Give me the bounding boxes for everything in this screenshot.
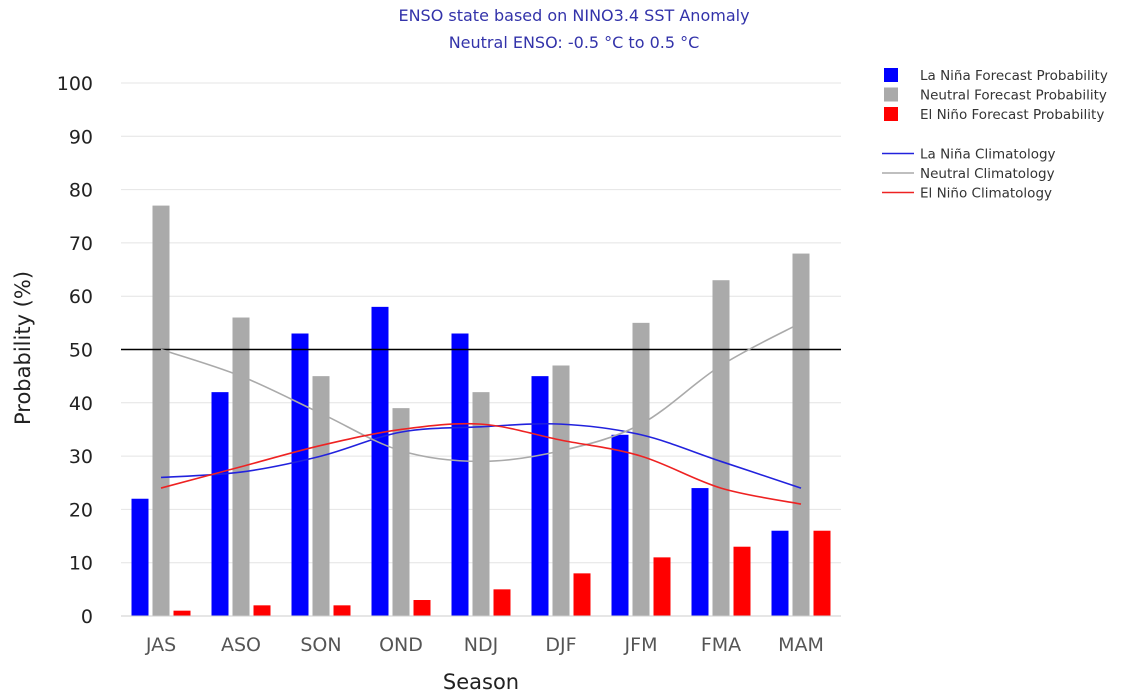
bar-neutral-forecast-probability-djf bbox=[552, 365, 570, 616]
y-tick-label: 80 bbox=[69, 180, 93, 202]
bar-la-nin-a-forecast-probability-aso bbox=[211, 392, 229, 616]
bar-el-nin-o-forecast-probability-aso bbox=[253, 605, 271, 616]
x-tick-label: OND bbox=[379, 634, 423, 656]
bar-la-nin-a-forecast-probability-ndj bbox=[451, 333, 469, 616]
y-axis-ticks: 0 10 20 30 40 50 60 70 80 90 100 bbox=[57, 73, 93, 628]
legend-entry: El Niño Climatology bbox=[920, 186, 1052, 202]
y-tick-label: 50 bbox=[69, 340, 93, 362]
legend-swatch bbox=[884, 87, 898, 102]
bar-el-nin-o-forecast-probability-jas bbox=[173, 610, 191, 616]
y-tick-label: 10 bbox=[69, 553, 93, 575]
bar-la-nin-a-forecast-probability-fma bbox=[691, 488, 709, 616]
x-tick-label: DJF bbox=[545, 634, 576, 656]
x-axis-label: Season bbox=[443, 670, 519, 694]
legend-entry: Neutral Climatology bbox=[920, 166, 1055, 182]
bar-el-nin-o-forecast-probability-fma bbox=[733, 546, 751, 616]
bar-el-nin-o-forecast-probability-djf bbox=[573, 573, 591, 616]
bar-neutral-forecast-probability-ndj bbox=[472, 392, 490, 616]
x-tick-label: NDJ bbox=[464, 634, 498, 656]
bar-neutral-forecast-probability-ond bbox=[392, 408, 410, 616]
legend-entry: Neutral Forecast Probability bbox=[920, 88, 1107, 104]
y-tick-label: 100 bbox=[57, 73, 93, 95]
y-tick-label: 30 bbox=[69, 446, 93, 468]
legend-entry: El Niño Forecast Probability bbox=[920, 107, 1104, 123]
bar-neutral-forecast-probability-jas bbox=[152, 205, 170, 616]
y-tick-label: 40 bbox=[69, 393, 93, 415]
legend-entry: La Niña Climatology bbox=[920, 147, 1056, 163]
y-tick-label: 0 bbox=[81, 606, 93, 628]
bar-el-nin-o-forecast-probability-son bbox=[333, 605, 351, 616]
bar-la-nin-a-forecast-probability-jfm bbox=[611, 434, 629, 616]
y-tick-label: 90 bbox=[69, 126, 93, 148]
chart-title: ENSO state based on NINO3.4 SST Anomaly bbox=[398, 6, 749, 25]
bar-la-nin-a-forecast-probability-jas bbox=[131, 498, 149, 616]
legend-entry: La Niña Forecast Probability bbox=[920, 68, 1108, 84]
y-tick-label: 70 bbox=[69, 233, 93, 255]
climatology-lines bbox=[160, 322, 802, 505]
bar-neutral-forecast-probability-son bbox=[312, 376, 330, 616]
legend-swatch bbox=[884, 107, 898, 121]
bar-la-nin-a-forecast-probability-mam bbox=[771, 530, 789, 616]
line-el-nin-o-climatology bbox=[160, 422, 802, 505]
x-tick-label: SON bbox=[300, 634, 341, 656]
bar-neutral-forecast-probability-mam bbox=[792, 253, 810, 616]
x-tick-label: MAM bbox=[778, 634, 824, 656]
bar-series bbox=[131, 205, 831, 616]
x-tick-label: FMA bbox=[701, 634, 741, 656]
y-tick-label: 60 bbox=[69, 286, 93, 308]
x-tick-label: ASO bbox=[221, 634, 261, 656]
line-neutral-climatology bbox=[160, 322, 802, 463]
bar-la-nin-a-forecast-probability-son bbox=[291, 333, 309, 616]
legend: La Niña Forecast Probability Neutral Fore… bbox=[882, 68, 1108, 202]
bar-el-nin-o-forecast-probability-jfm bbox=[653, 557, 671, 616]
bar-neutral-forecast-probability-jfm bbox=[632, 322, 650, 616]
bar-el-nin-o-forecast-probability-mam bbox=[813, 530, 831, 616]
bar-el-nin-o-forecast-probability-ond bbox=[413, 600, 431, 616]
x-axis-ticks: JAS ASO SON OND NDJ DJF JFM FMA MAM bbox=[145, 634, 824, 656]
line-la-nin-a-climatology bbox=[160, 422, 802, 489]
x-tick-label: JAS bbox=[145, 634, 176, 656]
legend-swatch bbox=[884, 68, 898, 82]
x-tick-label: JFM bbox=[624, 634, 658, 656]
bar-neutral-forecast-probability-fma bbox=[712, 280, 730, 616]
bar-la-nin-a-forecast-probability-djf bbox=[531, 376, 549, 616]
chart-subtitle: Neutral ENSO: -0.5 °C to 0.5 °C bbox=[449, 33, 700, 52]
y-tick-label: 20 bbox=[69, 499, 93, 521]
y-axis-label: Probability (%) bbox=[11, 271, 35, 425]
bar-el-nin-o-forecast-probability-ndj bbox=[493, 589, 511, 616]
bar-la-nin-a-forecast-probability-ond bbox=[371, 306, 389, 616]
